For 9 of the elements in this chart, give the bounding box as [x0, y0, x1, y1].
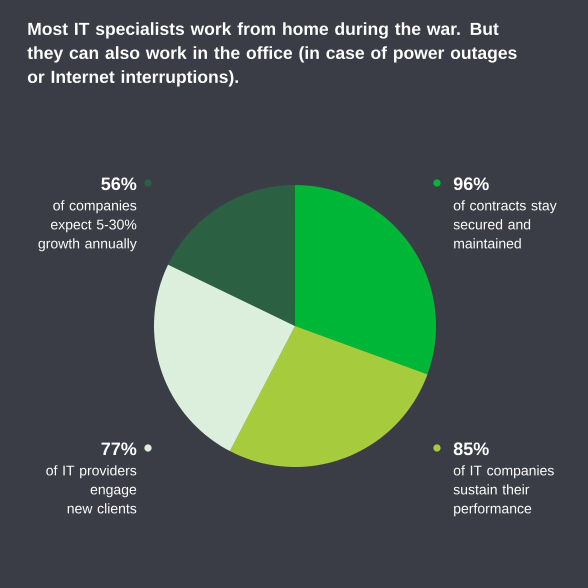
- data-label: 85%: [454, 442, 489, 456]
- chart-title: Most IT specialists work from home during the war. But they can also work in the office (in case of power outages or Internet interruptions).: [27, 22, 517, 87]
- data-label: 56%: [101, 177, 136, 190]
- data-label: 77%: [102, 442, 136, 456]
- legend-label: of IT providers engage new clients: [46, 465, 136, 514]
- legend-label: of companies expect 5-30% growth annually: [38, 200, 137, 252]
- slice-label: of contracts stay secured and maintained: [454, 200, 557, 248]
- slice-label: of IT companies sustain their performance: [454, 465, 554, 516]
- data-label: 96%: [454, 177, 489, 190]
